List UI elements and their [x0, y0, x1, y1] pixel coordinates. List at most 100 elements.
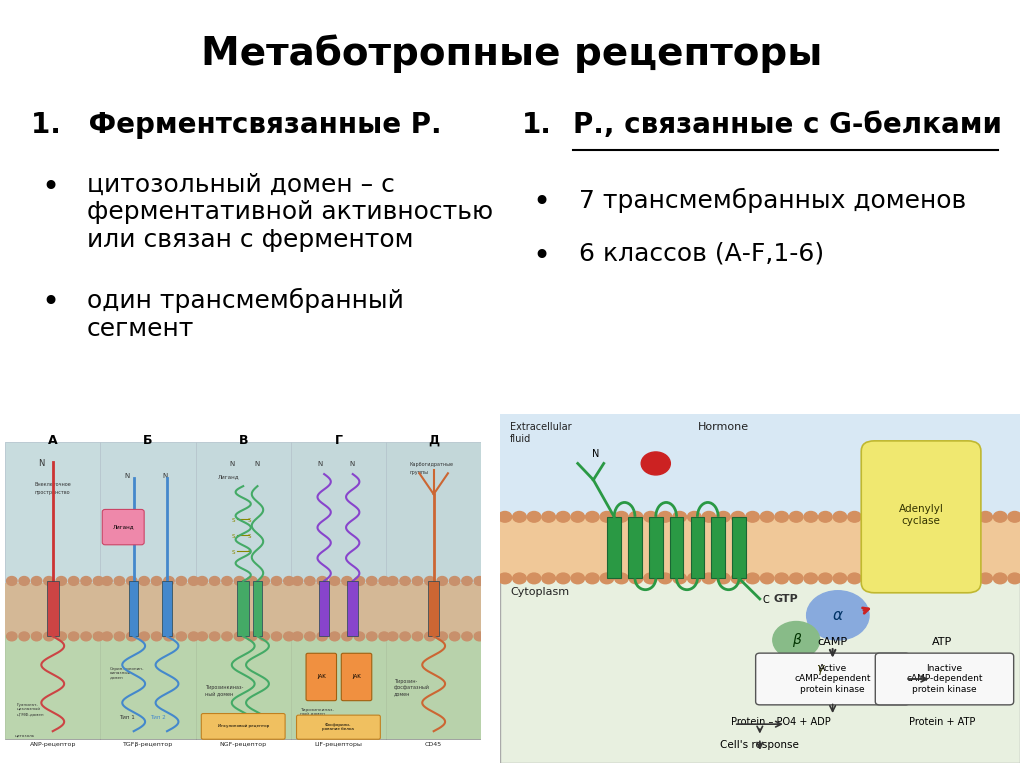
Text: N: N	[317, 461, 323, 467]
Circle shape	[644, 512, 657, 522]
Circle shape	[18, 577, 30, 585]
Text: Hormone: Hormone	[697, 423, 749, 433]
Circle shape	[247, 577, 257, 585]
Text: S: S	[231, 535, 236, 539]
Bar	[732, 517, 745, 578]
Circle shape	[462, 577, 472, 585]
Bar	[162, 581, 172, 637]
Circle shape	[979, 573, 992, 584]
Circle shape	[892, 512, 905, 522]
Circle shape	[437, 632, 447, 640]
Text: А: А	[48, 434, 57, 447]
Bar	[500, 517, 1020, 578]
Text: ANP-рецептор: ANP-рецептор	[30, 742, 76, 746]
Text: Тирозин-
фосфатазный
домен: Тирозин- фосфатазный домен	[393, 680, 430, 696]
Circle shape	[69, 577, 79, 585]
Circle shape	[44, 577, 54, 585]
Text: N: N	[39, 459, 45, 468]
Bar	[500, 414, 1020, 517]
Circle shape	[761, 512, 774, 522]
Text: α: α	[833, 608, 843, 623]
Circle shape	[271, 632, 282, 640]
Circle shape	[717, 512, 730, 522]
Text: Д: Д	[428, 434, 439, 447]
Bar	[100, 635, 196, 739]
Text: cAMP: cAMP	[817, 637, 848, 647]
Bar	[238, 581, 249, 637]
Circle shape	[93, 632, 103, 640]
Circle shape	[474, 632, 484, 640]
Circle shape	[164, 577, 174, 585]
Bar	[628, 517, 642, 578]
Bar	[291, 442, 386, 739]
Text: β: β	[792, 633, 801, 647]
FancyBboxPatch shape	[756, 653, 909, 705]
Circle shape	[330, 577, 340, 585]
Circle shape	[892, 573, 905, 584]
Circle shape	[354, 577, 365, 585]
Text: Лиганд: Лиганд	[218, 474, 240, 479]
Circle shape	[862, 573, 876, 584]
Bar	[347, 581, 358, 637]
Circle shape	[745, 573, 759, 584]
Circle shape	[101, 632, 113, 640]
Text: Метаботропные рецепторы: Метаботропные рецепторы	[202, 35, 822, 73]
Circle shape	[965, 512, 978, 522]
Circle shape	[164, 632, 174, 640]
Bar	[196, 583, 291, 635]
Circle shape	[802, 654, 838, 683]
Circle shape	[877, 573, 891, 584]
Text: Active
cAMP-dependent
protein kinase: Active cAMP-dependent protein kinase	[795, 664, 870, 694]
Circle shape	[542, 573, 555, 584]
Text: Б: Б	[143, 434, 153, 447]
Circle shape	[450, 577, 460, 585]
Circle shape	[498, 512, 512, 522]
Circle shape	[614, 573, 628, 584]
Circle shape	[804, 573, 817, 584]
Circle shape	[259, 577, 269, 585]
Circle shape	[317, 577, 328, 585]
Circle shape	[600, 512, 613, 522]
Text: C: C	[763, 595, 769, 605]
Circle shape	[413, 632, 423, 640]
Circle shape	[6, 577, 17, 585]
Circle shape	[1008, 573, 1022, 584]
Circle shape	[818, 573, 833, 584]
Circle shape	[259, 632, 269, 640]
Circle shape	[18, 632, 30, 640]
Circle shape	[462, 632, 472, 640]
Circle shape	[292, 632, 303, 640]
Circle shape	[222, 632, 232, 640]
Circle shape	[921, 573, 934, 584]
Circle shape	[176, 577, 186, 585]
Text: JAK: JAK	[316, 674, 326, 680]
Circle shape	[921, 512, 934, 522]
Circle shape	[629, 512, 643, 522]
Text: NGF-рецептор: NGF-рецептор	[219, 742, 267, 746]
Text: цитозоль: цитозоль	[14, 734, 35, 738]
Text: Extracellular
fluid: Extracellular fluid	[510, 423, 571, 444]
Circle shape	[152, 577, 162, 585]
Text: Инсулиновый рецептор: Инсулиновый рецептор	[217, 724, 269, 729]
Circle shape	[527, 512, 541, 522]
Circle shape	[745, 512, 759, 522]
Bar	[318, 581, 330, 637]
Circle shape	[450, 632, 460, 640]
Text: Inactive
cAMP-dependent
protein kinase: Inactive cAMP-dependent protein kinase	[906, 664, 983, 694]
Circle shape	[979, 512, 992, 522]
Bar	[196, 635, 291, 739]
Circle shape	[498, 573, 512, 584]
Circle shape	[790, 512, 803, 522]
Circle shape	[271, 577, 282, 585]
Circle shape	[731, 573, 744, 584]
Circle shape	[284, 577, 294, 585]
Circle shape	[176, 632, 186, 640]
Circle shape	[474, 577, 484, 585]
Circle shape	[513, 573, 526, 584]
Text: Тип 2: Тип 2	[150, 715, 165, 720]
Circle shape	[234, 632, 245, 640]
Circle shape	[209, 577, 220, 585]
Circle shape	[44, 632, 54, 640]
Circle shape	[330, 632, 340, 640]
Circle shape	[877, 512, 891, 522]
